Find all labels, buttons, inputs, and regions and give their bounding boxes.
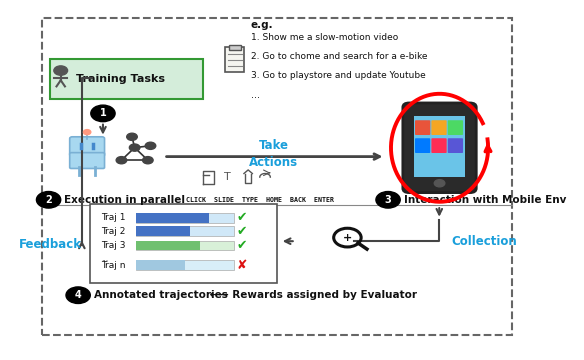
Circle shape xyxy=(145,142,156,149)
FancyBboxPatch shape xyxy=(136,226,234,236)
FancyBboxPatch shape xyxy=(136,241,200,251)
Text: ✔: ✔ xyxy=(237,211,247,224)
FancyBboxPatch shape xyxy=(136,261,185,270)
Circle shape xyxy=(66,287,91,303)
Text: Traj 2: Traj 2 xyxy=(101,227,125,236)
Circle shape xyxy=(376,192,400,208)
FancyBboxPatch shape xyxy=(403,103,476,193)
FancyBboxPatch shape xyxy=(136,213,234,222)
FancyBboxPatch shape xyxy=(69,153,105,168)
FancyBboxPatch shape xyxy=(69,137,105,157)
Text: 1: 1 xyxy=(100,108,106,118)
Text: +: + xyxy=(343,233,352,243)
FancyBboxPatch shape xyxy=(136,213,210,222)
Circle shape xyxy=(116,157,127,164)
Circle shape xyxy=(54,66,68,75)
Text: Take: Take xyxy=(259,139,288,152)
Circle shape xyxy=(434,180,445,187)
FancyBboxPatch shape xyxy=(136,226,190,236)
Text: ←— Rewards assigned by Evaluator: ←— Rewards assigned by Evaluator xyxy=(206,290,417,300)
FancyBboxPatch shape xyxy=(432,138,447,153)
Text: 4: 4 xyxy=(75,290,82,300)
Text: Actions: Actions xyxy=(249,156,298,169)
FancyBboxPatch shape xyxy=(448,138,463,153)
Text: 2. Go to chome and search for a e-bike: 2. Go to chome and search for a e-bike xyxy=(251,53,427,62)
FancyBboxPatch shape xyxy=(228,45,241,50)
Text: Feedback: Feedback xyxy=(19,238,82,251)
FancyBboxPatch shape xyxy=(50,59,203,99)
Text: 2: 2 xyxy=(45,195,52,205)
FancyBboxPatch shape xyxy=(415,120,430,135)
Text: Traj 3: Traj 3 xyxy=(101,241,126,250)
Circle shape xyxy=(36,192,61,208)
FancyBboxPatch shape xyxy=(90,204,277,283)
Text: 3. Go to playstore and update Youtube: 3. Go to playstore and update Youtube xyxy=(251,72,426,81)
FancyBboxPatch shape xyxy=(136,241,234,251)
FancyBboxPatch shape xyxy=(225,47,245,72)
Text: e.g.: e.g. xyxy=(251,20,273,30)
FancyBboxPatch shape xyxy=(415,116,465,177)
Text: ...: ... xyxy=(101,253,108,263)
Circle shape xyxy=(84,130,91,135)
FancyBboxPatch shape xyxy=(415,138,430,153)
Text: 3: 3 xyxy=(385,195,391,205)
Text: Interaction with Mobile Env: Interaction with Mobile Env xyxy=(404,195,566,205)
Text: Traj 1: Traj 1 xyxy=(101,213,126,222)
FancyBboxPatch shape xyxy=(432,120,447,135)
Text: ✔: ✔ xyxy=(237,239,247,252)
Text: Annotated trajectories: Annotated trajectories xyxy=(94,290,228,300)
Circle shape xyxy=(130,144,140,151)
Text: T: T xyxy=(224,172,231,182)
Circle shape xyxy=(142,157,153,164)
Text: ✔: ✔ xyxy=(237,225,247,238)
Text: ...: ... xyxy=(251,90,260,100)
Text: CLICK  SLIDE  TYPE  HOME  BACK  ENTER: CLICK SLIDE TYPE HOME BACK ENTER xyxy=(186,197,335,203)
Circle shape xyxy=(91,105,115,122)
Text: Execution in parallel: Execution in parallel xyxy=(64,195,185,205)
Circle shape xyxy=(127,133,137,140)
FancyBboxPatch shape xyxy=(448,120,463,135)
Text: ✘: ✘ xyxy=(237,259,247,272)
Text: Collection: Collection xyxy=(451,235,517,248)
Text: Training Tasks: Training Tasks xyxy=(75,74,165,84)
Text: 1. Show me a slow-motion video: 1. Show me a slow-motion video xyxy=(251,33,398,42)
FancyBboxPatch shape xyxy=(136,261,234,270)
Text: Traj n: Traj n xyxy=(101,261,126,270)
